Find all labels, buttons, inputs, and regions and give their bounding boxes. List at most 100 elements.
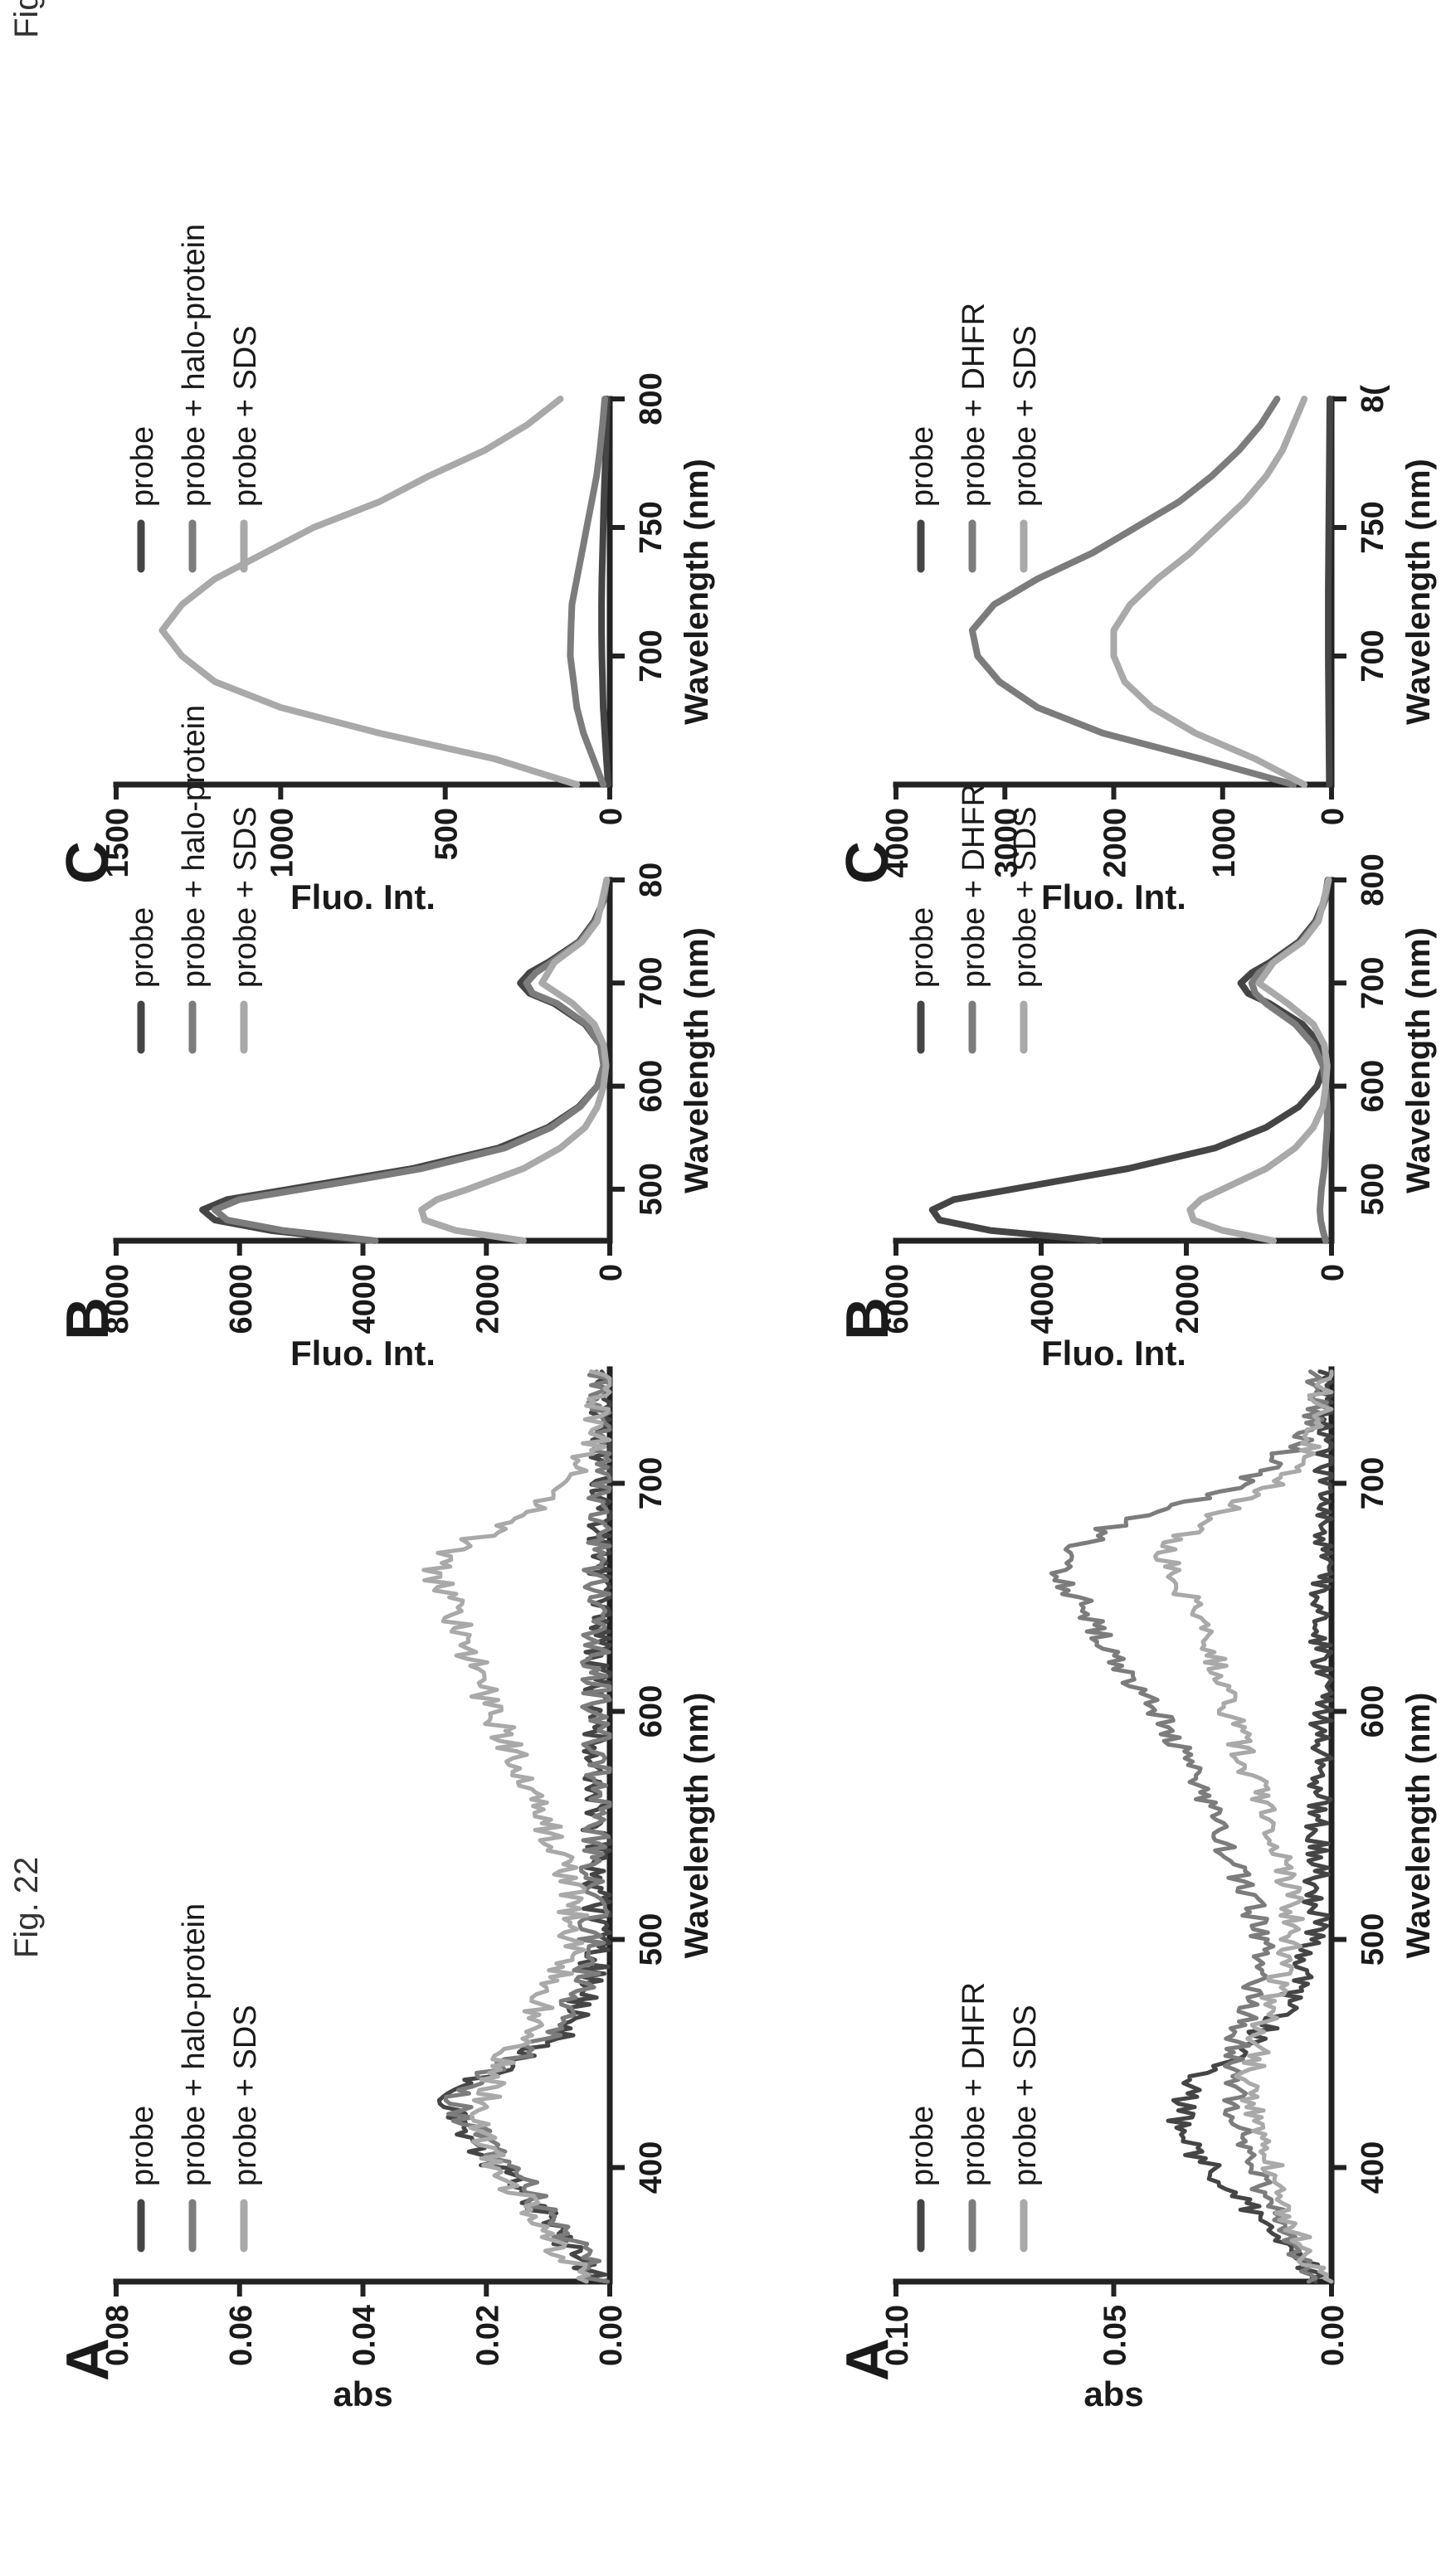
y-tick-label: 0.04 — [348, 2305, 382, 2366]
y-axis-label: Fluo. Int. — [1041, 877, 1186, 916]
panel-letter: B — [835, 1297, 901, 1340]
x-tick-label: 600 — [634, 1060, 669, 1112]
panel-letter: B — [55, 1297, 121, 1340]
y-tick-label: 0 — [594, 808, 629, 825]
x-tick-label: 500 — [634, 1913, 669, 1966]
y-tick-label: 0 — [1316, 1264, 1351, 1281]
x-axis-label: Wavelength (nm) — [1400, 927, 1437, 1193]
y-tick-label: 6000 — [880, 1264, 915, 1334]
series-line-second — [968, 396, 1298, 788]
panel-letter: A — [55, 2338, 121, 2381]
x-tick-label: 800 — [1356, 853, 1390, 906]
y-axis-label: abs — [333, 2374, 392, 2413]
y-axis-label: Fluo. Int. — [1041, 1334, 1186, 1373]
legend-label: probe + SDS — [228, 325, 263, 507]
series-line-probe — [1325, 396, 1333, 788]
series-line-sds — [1153, 1369, 1334, 2284]
panel-fig21-b: B Fluo. Int. 0 2000 4000 6000 8000 500 600 700 80 W… — [55, 705, 715, 1373]
legend-label: probe + halo-protein — [177, 1903, 212, 2186]
x-tick-label: 700 — [1356, 629, 1390, 682]
panel-fig22-b: B Fluo. Int. 0 2000 4000 6000 500 600 700 800 Wave… — [835, 784, 1437, 1373]
legend-label: probe + halo-protein — [177, 224, 212, 507]
x-axis-label: Wavelength (nm) — [679, 459, 715, 725]
y-tick-label: 500 — [430, 808, 465, 860]
x-tick-label: 500 — [634, 1163, 669, 1215]
y-tick-label: 2000 — [470, 1264, 505, 1334]
x-tick-label: 600 — [1356, 1685, 1390, 1738]
y-tick-label: 4000 — [880, 808, 915, 878]
legend: probe probe + halo-protein probe + SDS — [125, 224, 263, 573]
series-line-sds — [418, 877, 611, 1244]
legend-label: probe — [905, 2106, 940, 2186]
x-tick-label: 500 — [1356, 1913, 1390, 1966]
y-tick-label: 8000 — [100, 1264, 135, 1334]
x-tick-label: 700 — [634, 629, 669, 682]
x-tick-label: 750 — [1356, 501, 1390, 553]
y-axis-label: Fluo. Int. — [290, 1334, 436, 1373]
legend: probe probe + halo-protein probe + SDS — [125, 705, 263, 1054]
x-tick-label: 400 — [1356, 2141, 1390, 2194]
x-tick-label: 800 — [634, 372, 669, 425]
y-axis-label: abs — [1083, 2374, 1143, 2413]
x-tick-label: 500 — [1356, 1163, 1390, 1215]
panel-letter: A — [835, 2338, 901, 2381]
y-tick-label: 0.05 — [1098, 2305, 1133, 2366]
x-tick-label: 600 — [1356, 1060, 1390, 1112]
legend-label: probe + DHFR — [957, 303, 991, 507]
series-line-probe — [1166, 1369, 1334, 2284]
legend-label: probe — [905, 907, 940, 988]
legend-label: probe + SDS — [1008, 2005, 1043, 2186]
legend-label: probe — [125, 2106, 160, 2186]
x-tick-label: 400 — [634, 2141, 669, 2194]
series-line-sds — [421, 1369, 612, 2284]
series-line-sds — [1186, 877, 1332, 1244]
y-tick-label: 0.02 — [470, 2305, 505, 2366]
x-axis-label: Wavelength (nm) — [1400, 459, 1437, 725]
legend-label: probe — [125, 907, 160, 988]
series-line-second — [1049, 1369, 1329, 2284]
x-tick-label: 600 — [634, 1685, 669, 1738]
legend-label: probe + halo-protein — [177, 705, 212, 988]
legend: probe probe + DHFR probe + SDS — [905, 1982, 1043, 2253]
figure-label-21: Fig. 21 — [8, 0, 45, 38]
x-tick-label: 700 — [634, 1457, 669, 1509]
figure-label-22: Fig. 22 — [8, 1857, 45, 1958]
legend-label: probe — [125, 426, 160, 507]
panel-fig22-c: C Fluo. Int. 0 1000 2000 3000 4000 700 750 8(Wave… — [835, 303, 1437, 916]
series-line-second — [567, 396, 608, 788]
legend-label: probe + DHFR — [957, 784, 991, 988]
x-tick-label: 750 — [634, 501, 669, 553]
series-line-probe — [598, 396, 611, 788]
series-line-sds — [1110, 396, 1308, 788]
legend-label: probe — [905, 426, 940, 507]
legend-label: probe + SDS — [228, 2005, 263, 2186]
panel-fig21-c: C Fluo. Int. 0 500 1000 1500 700 750 800 Waveleng… — [55, 224, 715, 916]
x-axis-label: Wavelength (nm) — [1400, 1693, 1437, 1959]
y-tick-label: 0.10 — [880, 2305, 915, 2366]
x-tick-label: 8( — [1356, 385, 1390, 413]
legend-label: probe + DHFR — [957, 1982, 991, 2186]
series-line-second — [443, 1369, 612, 2284]
series-line-sds — [158, 396, 581, 788]
y-tick-label: 0.06 — [224, 2305, 259, 2366]
y-tick-label: 6000 — [224, 1264, 259, 1334]
y-tick-label: 0 — [594, 1264, 629, 1281]
panel-letter: C — [835, 841, 901, 884]
y-tick-label: 0.00 — [1316, 2305, 1351, 2366]
y-tick-label: 0.00 — [594, 2305, 629, 2366]
y-tick-label: 0.08 — [100, 2305, 135, 2366]
y-tick-label: 4000 — [348, 1264, 382, 1334]
y-tick-label: 1000 — [265, 808, 299, 878]
legend-label: probe + SDS — [1008, 325, 1043, 507]
legend: probe probe + DHFR probe + SDS — [905, 784, 1043, 1054]
legend-label: probe + SDS — [228, 806, 263, 988]
y-tick-label: 2000 — [1171, 1264, 1205, 1334]
legend-label: probe + SDS — [1008, 806, 1043, 988]
y-tick-label: 1000 — [1207, 808, 1242, 878]
panel-letter: C — [55, 841, 121, 884]
series-line-probe — [928, 877, 1332, 1244]
x-tick-label: 700 — [634, 957, 669, 1009]
